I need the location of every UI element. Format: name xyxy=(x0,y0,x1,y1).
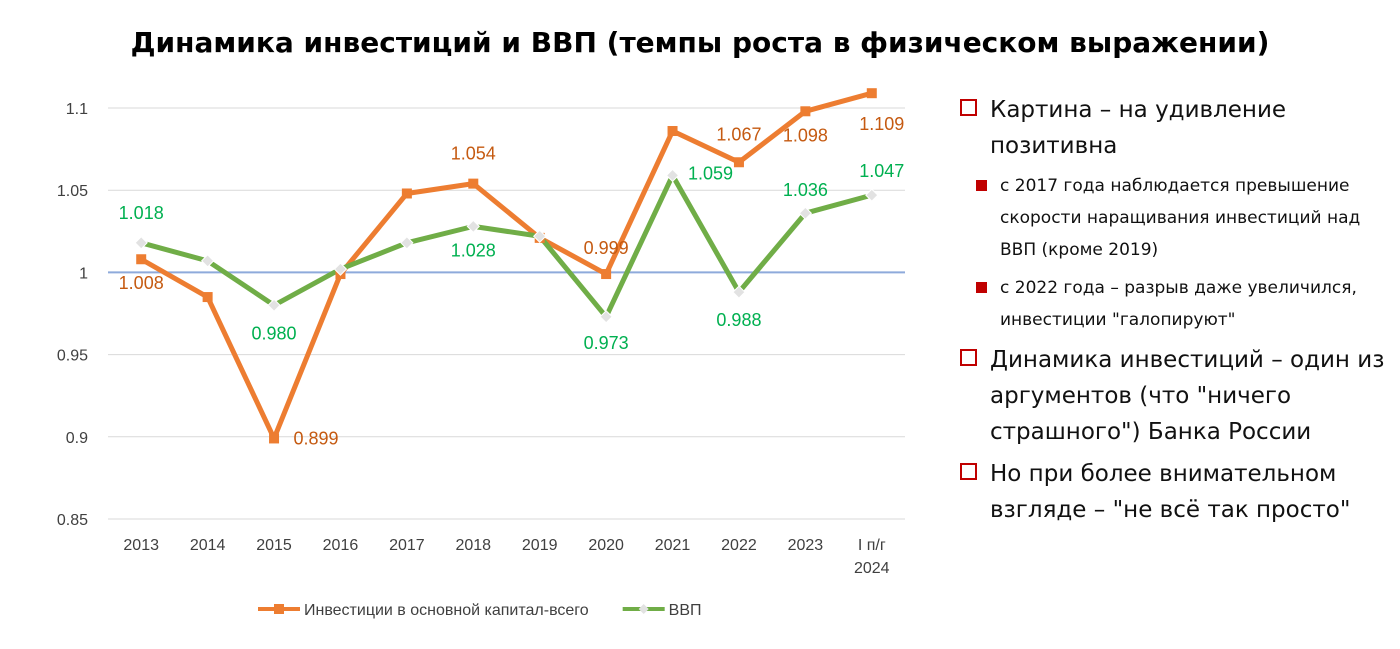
data-point xyxy=(798,206,813,220)
y-tick-label: 0.9 xyxy=(66,430,88,447)
data-label: 1.047 xyxy=(859,161,904,181)
data-label: 1.036 xyxy=(783,180,828,200)
data-label: 1.018 xyxy=(119,203,164,223)
y-tick-label: 0.85 xyxy=(57,512,88,529)
data-point xyxy=(136,254,147,265)
data-point xyxy=(267,298,281,312)
data-point xyxy=(865,188,879,202)
data-label: 1.008 xyxy=(119,273,164,293)
x-tick-label: 2017 xyxy=(389,537,425,554)
checkbox-square-icon xyxy=(960,463,977,480)
y-tick-label: 1.1 xyxy=(66,101,88,118)
data-label: 1.028 xyxy=(451,240,496,260)
bullet-item: Динамика инвестиций – один из аргументов… xyxy=(958,342,1388,450)
data-point xyxy=(333,262,348,276)
data-point xyxy=(866,88,877,99)
checkbox-square-icon xyxy=(960,349,977,366)
x-tick-label: 2022 xyxy=(721,537,757,554)
x-tick-label: 2020 xyxy=(588,537,624,554)
data-label: 0.980 xyxy=(252,323,297,343)
data-point xyxy=(733,157,744,168)
sub-bullet-text: с 2017 года наблюдается превышение скоро… xyxy=(1000,176,1361,260)
data-label: 1.098 xyxy=(783,125,828,145)
data-point xyxy=(468,178,479,189)
bullet-list: Картина – на удивление позитивна с 2017 … xyxy=(958,92,1388,534)
series-line xyxy=(138,90,875,441)
data-point xyxy=(601,269,612,280)
x-tick-label: 2014 xyxy=(190,537,226,554)
data-point xyxy=(401,188,412,199)
x-tick-label: 2015 xyxy=(256,537,292,554)
legend-entry: ВВП xyxy=(669,602,702,619)
x-tick-label: 2018 xyxy=(455,537,491,554)
data-label: 0.988 xyxy=(716,310,761,330)
data-point xyxy=(800,106,811,117)
data-label: 1.067 xyxy=(716,124,761,144)
data-label: 0.973 xyxy=(584,333,629,353)
legend-marker xyxy=(274,604,284,614)
series-line xyxy=(138,172,875,320)
filled-square-icon xyxy=(976,282,987,293)
bullet-text: Картина – на удивление позитивна xyxy=(990,97,1287,159)
checkbox-square-icon xyxy=(960,99,977,116)
data-label: 1.054 xyxy=(451,144,496,164)
data-point xyxy=(269,433,280,444)
x-tick-label: 2021 xyxy=(655,537,691,554)
data-label: 0.999 xyxy=(584,238,629,258)
y-tick-label: 1 xyxy=(79,265,88,282)
data-point xyxy=(200,254,215,268)
page-title: Динамика инвестиций и ВВП (темпы роста в… xyxy=(130,26,1270,59)
data-point xyxy=(134,236,148,250)
filled-square-icon xyxy=(976,180,987,191)
x-tick-label: 2023 xyxy=(788,537,824,554)
data-point xyxy=(732,285,746,299)
bullet-item: Картина – на удивление позитивна xyxy=(958,92,1388,164)
y-tick-label: 1.05 xyxy=(57,183,88,200)
data-point xyxy=(667,126,678,137)
sub-bullet-text: с 2022 года – разрыв даже увеличился, ин… xyxy=(1000,278,1357,330)
x-tick-label: 2013 xyxy=(123,537,159,554)
data-point xyxy=(400,236,414,250)
x-tick-label: I п/г 2024 xyxy=(854,537,890,577)
data-point xyxy=(533,229,547,243)
data-label: 1.109 xyxy=(859,114,904,134)
data-point xyxy=(599,310,613,324)
legend-marker xyxy=(638,604,649,614)
bullet-text: Но при более внимательном взгляде – "не … xyxy=(990,461,1351,523)
y-tick-label: 0.95 xyxy=(57,348,88,365)
x-tick-label: 2016 xyxy=(323,537,359,554)
data-point xyxy=(202,292,213,303)
data-point xyxy=(466,219,480,234)
data-label: 0.899 xyxy=(294,428,339,448)
legend-entry: Инвестиции в основной капитал-всего xyxy=(304,602,589,619)
x-tick-label: 2019 xyxy=(522,537,558,554)
bullet-item: Но при более внимательном взгляде – "не … xyxy=(958,456,1388,528)
bullet-text: Динамика инвестиций – один из аргументов… xyxy=(990,347,1385,445)
investment-gdp-line-chart: 0.85 0.9 0.95 1 1.05 1.1 2013 2014 2015 2016 2017 2… xyxy=(57,88,905,619)
sub-bullet-item: с 2017 года наблюдается превышение скоро… xyxy=(958,170,1388,266)
data-point xyxy=(665,168,680,183)
sub-bullet-item: с 2022 года – разрыв даже увеличился, ин… xyxy=(958,272,1388,336)
data-label: 1.059 xyxy=(688,163,733,183)
